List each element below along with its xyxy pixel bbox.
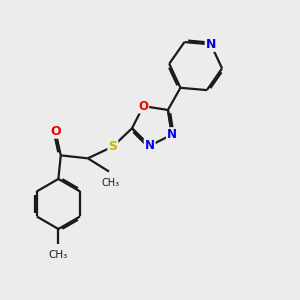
Text: N: N (206, 38, 216, 51)
Text: O: O (50, 125, 61, 138)
Text: CH₃: CH₃ (101, 178, 120, 188)
Text: S: S (108, 140, 117, 153)
Text: N: N (145, 140, 154, 152)
Text: N: N (167, 128, 177, 141)
Text: CH₃: CH₃ (49, 250, 68, 260)
Text: O: O (138, 100, 148, 112)
